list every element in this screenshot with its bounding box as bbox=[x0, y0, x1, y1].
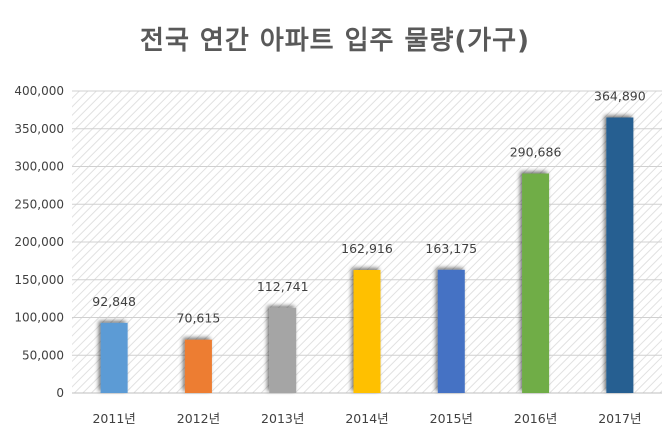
x-tick-label: 2014년 bbox=[345, 411, 388, 426]
data-label: 162,916 bbox=[341, 241, 393, 256]
x-tick-label: 2013년 bbox=[261, 411, 304, 426]
data-label: 163,175 bbox=[425, 241, 477, 256]
y-tick-label: 100,000 bbox=[14, 311, 64, 325]
bar bbox=[184, 339, 212, 393]
y-tick-label: 300,000 bbox=[14, 160, 64, 174]
bars bbox=[100, 117, 634, 393]
bar bbox=[269, 307, 297, 393]
y-tick-label: 50,000 bbox=[22, 348, 64, 362]
data-label: 92,848 bbox=[92, 294, 136, 309]
x-tick-label: 2017년 bbox=[598, 411, 641, 426]
bar bbox=[437, 269, 465, 393]
data-label: 364,890 bbox=[594, 89, 646, 104]
y-axis: 0 50,000 100,000 150,000 200,000 250,000 300,0… bbox=[14, 84, 64, 400]
y-tick-label: 200,000 bbox=[14, 235, 64, 249]
y-tick-label: 150,000 bbox=[14, 273, 64, 287]
x-tick-label: 2016년 bbox=[514, 411, 557, 426]
data-label: 290,686 bbox=[510, 145, 562, 160]
bar bbox=[606, 117, 634, 393]
data-label: 70,615 bbox=[177, 311, 221, 326]
y-tick-label: 0 bbox=[56, 386, 64, 400]
y-tick-label: 350,000 bbox=[14, 122, 64, 136]
bar bbox=[100, 322, 128, 393]
bar bbox=[522, 173, 550, 393]
bar bbox=[353, 269, 381, 393]
x-axis: 2011년 2012년 2013년 2014년 2015년 2016년 2017년 bbox=[92, 411, 641, 426]
x-tick-label: 2011년 bbox=[92, 411, 135, 426]
data-label: 112,741 bbox=[257, 279, 309, 294]
y-tick-label: 400,000 bbox=[14, 84, 64, 98]
x-tick-label: 2012년 bbox=[177, 411, 220, 426]
chart-title: 전국 연간 아파트 입주 물량(가구) bbox=[140, 26, 530, 56]
x-tick-label: 2015년 bbox=[430, 411, 473, 426]
data-labels: 92,848 70,615 112,741 162,916 163,175 290,686… bbox=[92, 89, 645, 326]
y-tick-label: 250,000 bbox=[14, 197, 64, 211]
